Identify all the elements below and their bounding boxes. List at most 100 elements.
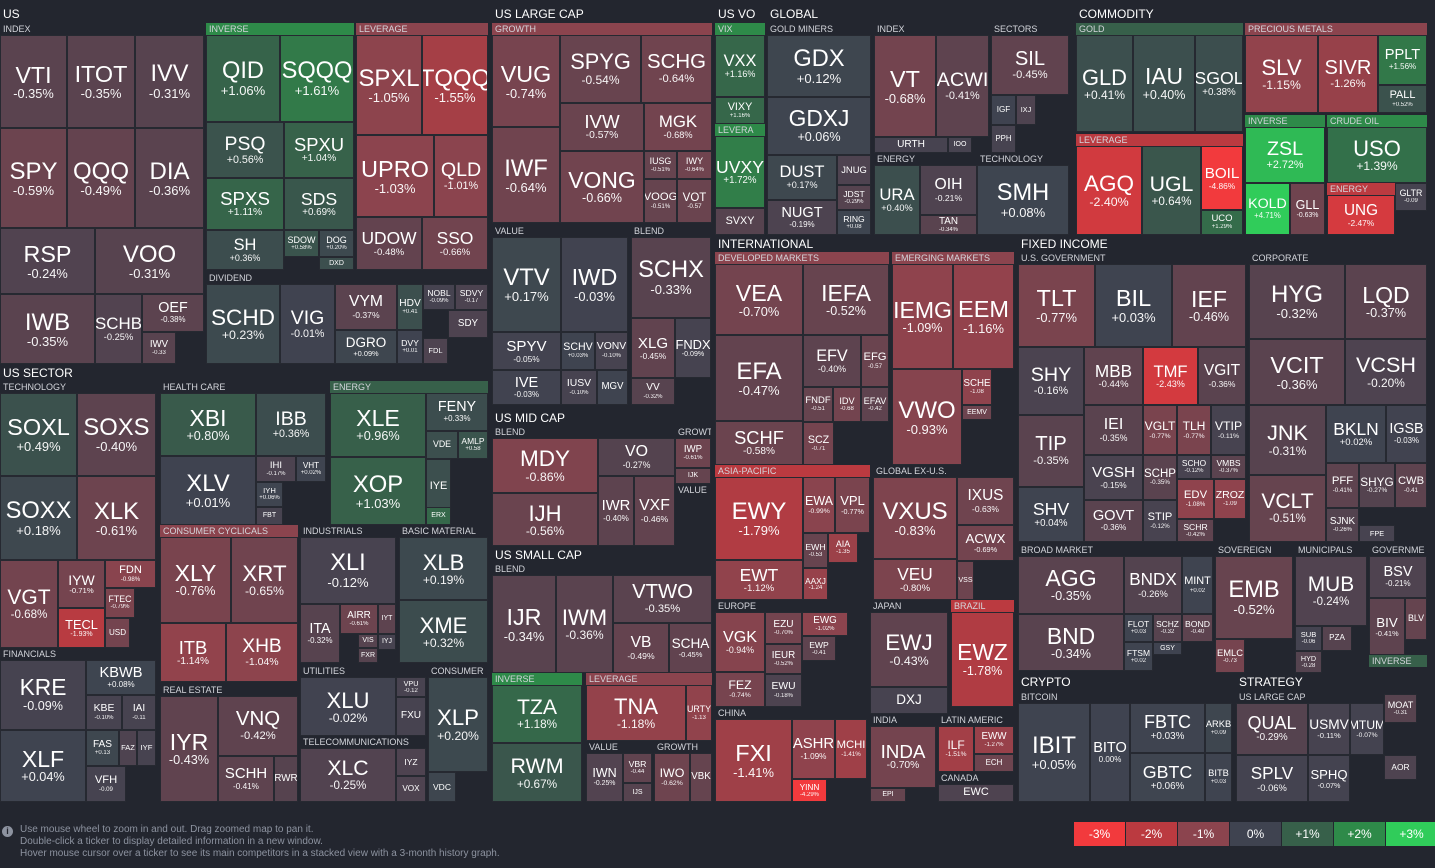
ticker-eem[interactable]: EEM -1.16%: [953, 264, 1014, 369]
ticker-bsv[interactable]: BSV -0.21%: [1369, 556, 1427, 598]
ticker-govt[interactable]: GOVT -0.36%: [1084, 500, 1143, 542]
ticker-iwp[interactable]: IWP -0.61%: [675, 438, 711, 468]
ticker-vgsh[interactable]: VGSH -0.15%: [1084, 455, 1143, 500]
ticker-ung[interactable]: UNG -2.47%: [1327, 195, 1395, 235]
ticker-xme[interactable]: XME +0.32%: [399, 600, 488, 663]
ticker-cwb[interactable]: CWB -0.41: [1395, 463, 1427, 508]
ticker-soxs[interactable]: SOXS -0.40%: [77, 393, 156, 476]
ticker-ewa[interactable]: EWA -0.99%: [803, 477, 835, 533]
ticker-sjnk[interactable]: SJNK -0.26%: [1326, 508, 1359, 542]
ticker-vonv[interactable]: VONV -0.10%: [595, 332, 628, 370]
ticker-shv[interactable]: SHV +0.04%: [1018, 487, 1084, 542]
ticker-aor[interactable]: AOR: [1384, 755, 1417, 780]
ticker-schg[interactable]: SCHG -0.64%: [641, 35, 712, 103]
ticker-vot[interactable]: VOT -0.57: [677, 179, 712, 223]
ticker-agq[interactable]: AGQ -2.40%: [1076, 146, 1142, 235]
ticker-eww[interactable]: EWW -1.27%: [974, 726, 1014, 754]
ticker-dia[interactable]: DIA -0.36%: [135, 128, 204, 228]
ticker-shyg[interactable]: SHYG -0.27%: [1359, 463, 1395, 508]
ticker-vclt[interactable]: VCLT -0.51%: [1249, 475, 1326, 542]
ticker-schh[interactable]: SCHH -0.41%: [218, 756, 274, 802]
ticker-yinn[interactable]: YINN -4.29%: [792, 779, 827, 802]
ticker-vwo[interactable]: VWO -0.93%: [892, 369, 962, 465]
ticker-dgro[interactable]: DGRO +0.09%: [335, 330, 397, 364]
ticker-ewp[interactable]: EWP -0.41: [802, 636, 836, 661]
ticker-iwv[interactable]: IWV -0.33: [142, 332, 176, 364]
ticker-fndx[interactable]: FNDX -0.09%: [675, 318, 711, 378]
ticker-fxu[interactable]: FXU: [396, 697, 426, 736]
ticker-xlk[interactable]: XLK -0.61%: [77, 476, 156, 560]
ticker-vgk[interactable]: VGK -0.94%: [715, 612, 765, 672]
ticker-fdn[interactable]: FDN -0.98%: [105, 560, 156, 588]
ticker-mbb[interactable]: MBB -0.44%: [1084, 347, 1143, 405]
ticker-kre[interactable]: KRE -0.09%: [0, 660, 86, 730]
ticker-zsl[interactable]: ZSL +2.72%: [1245, 127, 1325, 183]
ticker-stip[interactable]: STIP -0.12%: [1143, 500, 1177, 542]
ticker-qqq[interactable]: QQQ -0.49%: [67, 128, 135, 228]
ticker-vxus[interactable]: VXUS -0.83%: [873, 477, 957, 559]
ticker-kbe[interactable]: KBE -0.10%: [86, 695, 122, 730]
ticker-gld[interactable]: GLD +0.41%: [1076, 35, 1133, 132]
ticker-psq[interactable]: PSQ +0.56%: [206, 122, 284, 178]
ticker-schf[interactable]: SCHF -0.58%: [715, 421, 803, 465]
ticker-sh[interactable]: SH +0.36%: [206, 230, 284, 270]
ticker-uso[interactable]: USO +1.39%: [1327, 127, 1427, 183]
ticker-feny[interactable]: FENY +0.33%: [426, 393, 488, 431]
ticker-bond[interactable]: BOND -0.40: [1182, 614, 1213, 642]
ticker-sso[interactable]: SSO -0.66%: [422, 217, 488, 270]
ticker-qid[interactable]: QID +1.06%: [206, 35, 280, 122]
ticker-ibb[interactable]: IBB +0.36%: [256, 393, 326, 456]
ticker-pza[interactable]: PZA: [1322, 626, 1352, 651]
ticker-ita[interactable]: ITA -0.32%: [300, 604, 340, 663]
ticker-bitb[interactable]: BITB +0.03: [1205, 753, 1232, 802]
ticker-faz[interactable]: FAZ: [119, 730, 137, 766]
ticker-tlt[interactable]: TLT -0.77%: [1018, 264, 1095, 347]
ticker-ewc[interactable]: EWC: [938, 784, 1014, 802]
ticker-scz[interactable]: SCZ -0.71: [803, 422, 834, 465]
ticker-tecl[interactable]: TECL -1.93%: [58, 608, 105, 648]
ticker-nobl[interactable]: NOBL -0.09%: [423, 284, 455, 310]
ticker-sdvy[interactable]: SDVY -0.17: [455, 284, 488, 310]
ticker-dxj[interactable]: DXJ: [870, 687, 948, 714]
ticker-hdv[interactable]: HDV +0.41: [397, 284, 423, 330]
ticker-iemg[interactable]: IEMG -1.09%: [892, 264, 953, 369]
ticker-vde[interactable]: VDE: [426, 431, 458, 459]
ticker-igf[interactable]: IGF: [991, 95, 1016, 125]
ticker-iwy[interactable]: IWY -0.64%: [677, 151, 712, 179]
ticker-moat[interactable]: MOAT -0.31: [1384, 694, 1417, 723]
ticker-vgt[interactable]: VGT -0.68%: [0, 560, 58, 648]
ticker-xlf[interactable]: XLF +0.04%: [0, 730, 86, 802]
ticker-rwm[interactable]: RWM +0.67%: [492, 743, 582, 802]
ticker-tna[interactable]: TNA -1.18%: [586, 685, 686, 741]
ticker-pph[interactable]: PPH: [991, 125, 1016, 153]
ticker-qual[interactable]: QUAL -0.29%: [1236, 703, 1308, 755]
ticker-pff[interactable]: PFF -0.41%: [1326, 463, 1359, 508]
ticker-ezu[interactable]: EZU -0.70%: [765, 612, 802, 644]
ticker-sdow[interactable]: SDOW +0.58%: [284, 230, 319, 257]
ticker-spy[interactable]: SPY -0.59%: [0, 128, 67, 228]
ticker-svxy[interactable]: SVXY: [715, 208, 765, 235]
ticker-ring[interactable]: RING +0.08: [837, 210, 871, 235]
ticker-fdl[interactable]: FDL: [423, 338, 448, 364]
ticker-vong[interactable]: VONG -0.66%: [560, 151, 644, 223]
ticker-iwd[interactable]: IWD -0.03%: [561, 237, 628, 332]
ticker-emlc[interactable]: EMLC -0.73: [1215, 639, 1245, 673]
ticker-ugl[interactable]: UGL +0.64%: [1142, 146, 1201, 235]
ticker-inda[interactable]: INDA -0.70%: [870, 726, 936, 788]
ticker-iwf[interactable]: IWF -0.64%: [492, 127, 560, 223]
ticker-vcsh[interactable]: VCSH -0.20%: [1345, 339, 1427, 405]
ticker-acwi[interactable]: ACWI -0.41%: [936, 35, 989, 137]
ticker-ixus[interactable]: IXUS -0.63%: [957, 477, 1014, 525]
ticker-xlp[interactable]: XLP +0.20%: [428, 677, 488, 772]
ticker-slv[interactable]: SLV -1.15%: [1245, 35, 1318, 113]
ticker-ieur[interactable]: IEUR -0.52%: [765, 644, 802, 674]
ticker-urth[interactable]: URTH: [874, 137, 948, 153]
ticker-schz[interactable]: SCHZ -0.32: [1153, 614, 1182, 642]
ticker-udow[interactable]: UDOW -0.48%: [356, 217, 422, 270]
ticker-pall[interactable]: PALL +0.52%: [1378, 85, 1427, 113]
ticker-ivv[interactable]: IVV -0.31%: [135, 35, 204, 128]
ticker-iau[interactable]: IAU +0.40%: [1133, 35, 1195, 132]
ticker-vo[interactable]: VO -0.27%: [598, 438, 675, 476]
ticker-vig[interactable]: VIG -0.01%: [280, 284, 335, 364]
ticker-ech[interactable]: ECH: [974, 754, 1014, 772]
